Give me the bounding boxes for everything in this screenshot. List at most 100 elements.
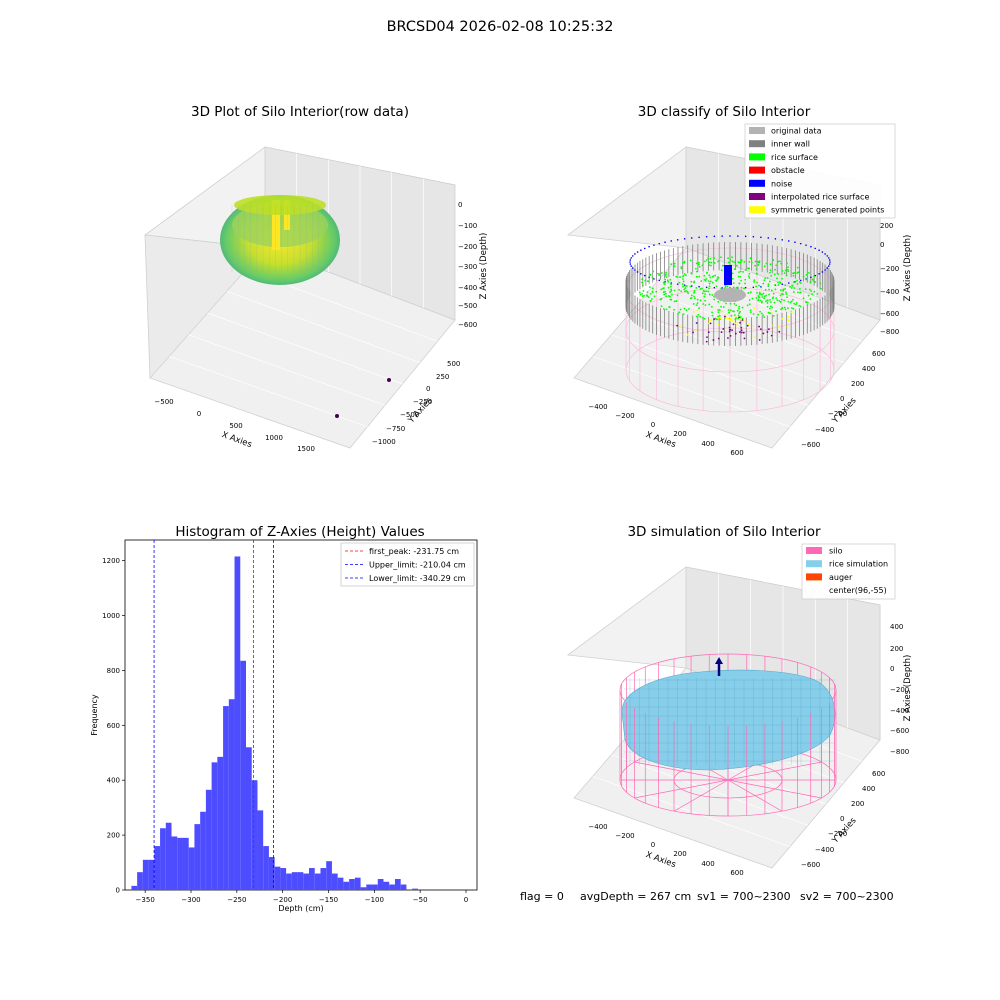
hist-bars bbox=[131, 556, 418, 890]
noise-point bbox=[705, 286, 708, 289]
rice-surface-point bbox=[762, 314, 764, 317]
hist-yticks: 0 200 400 600 800 1000 1200 bbox=[102, 557, 125, 895]
rice-surface-point bbox=[697, 263, 700, 266]
z-tick-label: 0 bbox=[458, 201, 462, 209]
rice-surface-point bbox=[802, 275, 805, 278]
interpolated-point bbox=[712, 339, 715, 341]
rice-surface-point bbox=[811, 278, 814, 281]
symmetric-point bbox=[753, 307, 756, 310]
rice-surface-point bbox=[752, 313, 755, 315]
rice-surface-point bbox=[722, 306, 725, 308]
rice-surface-point bbox=[664, 290, 666, 293]
interpolated-point bbox=[707, 331, 710, 334]
rice-surface-point bbox=[777, 273, 780, 275]
hist-bar bbox=[246, 747, 252, 890]
noise-point bbox=[827, 257, 830, 259]
rice-surface-point bbox=[779, 281, 781, 284]
rice-surface-point bbox=[736, 309, 739, 312]
rice-surface-point bbox=[657, 272, 659, 275]
symmetric-point bbox=[736, 324, 738, 327]
rice-surface-point bbox=[771, 297, 774, 300]
rice-surface-point bbox=[651, 276, 654, 279]
legend-label: rice simulation bbox=[829, 560, 888, 569]
rice-surface-point bbox=[786, 262, 788, 265]
rice-surface-point bbox=[681, 262, 684, 264]
y-tick-label: −250 bbox=[413, 398, 432, 406]
rice-surface-point bbox=[679, 308, 682, 311]
hist-bar bbox=[240, 660, 246, 890]
rice-surface-point bbox=[809, 281, 812, 283]
symmetric-point bbox=[747, 323, 750, 326]
interpolated-point bbox=[766, 331, 769, 333]
symmetric-point bbox=[707, 322, 710, 325]
raw-title: 3D Plot of Silo Interior(row data) bbox=[191, 104, 409, 120]
hist-bar bbox=[211, 762, 218, 890]
rice-surface-point bbox=[784, 284, 787, 287]
noise-point bbox=[670, 240, 673, 242]
hist-bar bbox=[223, 706, 229, 890]
symmetric-point bbox=[726, 313, 729, 315]
rice-surface-point bbox=[649, 273, 651, 276]
rice-surface-point bbox=[673, 289, 676, 292]
rice-surface-point bbox=[750, 261, 753, 264]
rice-surface-point bbox=[789, 285, 791, 288]
rice-surface-point bbox=[787, 270, 790, 273]
rice-surface-point bbox=[799, 291, 802, 294]
x-tick-label: 600 bbox=[730, 449, 743, 457]
rice-surface-point bbox=[683, 307, 686, 310]
rice-surface-point bbox=[718, 309, 721, 311]
panel-classify-3d: 3D classify of Silo Interior −400 −200 0 20… bbox=[566, 104, 913, 457]
y-tick-label: −400 bbox=[815, 846, 834, 854]
rice-surface-point bbox=[683, 273, 686, 275]
rice-surface-point bbox=[710, 305, 713, 308]
rice-surface-point bbox=[724, 286, 727, 288]
rice-surface-point bbox=[763, 265, 766, 268]
rice-surface-point bbox=[734, 318, 737, 321]
rice-surface-point bbox=[813, 275, 815, 278]
z-tick-label: 200 bbox=[880, 222, 893, 230]
rice-surface-point bbox=[738, 271, 740, 274]
rice-surface-point bbox=[758, 284, 760, 287]
rice-surface-point bbox=[744, 282, 746, 285]
rice-surface-point bbox=[644, 279, 647, 282]
noise-point bbox=[634, 253, 636, 255]
hist-bar bbox=[274, 866, 281, 890]
gridline bbox=[188, 334, 386, 406]
x-tick-label: −400 bbox=[588, 403, 607, 411]
rice-surface-point bbox=[655, 290, 658, 293]
noise-point bbox=[658, 279, 661, 282]
rice-surface-point bbox=[682, 275, 684, 278]
interpolated-point bbox=[742, 331, 745, 334]
rice-surface-point bbox=[725, 302, 727, 305]
rice-surface-point bbox=[761, 300, 763, 303]
rice-surface-point bbox=[698, 261, 700, 264]
y-tick-label: −750 bbox=[386, 425, 405, 433]
interpolated-point bbox=[717, 337, 720, 340]
rice-surface-point bbox=[796, 266, 799, 269]
sim-auger-arrowhead bbox=[715, 657, 723, 664]
noise-point bbox=[653, 278, 655, 280]
rice-surface-point bbox=[757, 264, 760, 266]
symmetric-point bbox=[736, 321, 739, 324]
rice-surface-point bbox=[755, 268, 758, 271]
legend-label: Upper_limit: -210.04 cm bbox=[369, 561, 466, 570]
rice-surface-point bbox=[720, 256, 722, 259]
rice-surface-point bbox=[737, 314, 740, 317]
rice-surface-point bbox=[680, 266, 683, 268]
y-tick-label: 600 bbox=[872, 770, 885, 778]
rice-surface-point bbox=[711, 281, 714, 284]
rice-surface-point bbox=[768, 280, 771, 283]
hist-bar bbox=[400, 884, 407, 890]
rice-surface-point bbox=[711, 314, 714, 317]
noise-point bbox=[631, 255, 634, 257]
interpolated-point bbox=[758, 325, 761, 328]
gridline bbox=[629, 312, 827, 385]
rice-surface-point bbox=[695, 275, 698, 278]
rice-surface-point bbox=[774, 268, 776, 271]
rice-surface-point bbox=[688, 308, 690, 310]
hist-bar bbox=[205, 789, 212, 890]
rice-surface-point bbox=[799, 305, 802, 308]
rice-surface-point bbox=[695, 262, 698, 265]
hist-title: Histogram of Z-Axies (Height) Values bbox=[175, 524, 424, 540]
z-tick-label: −400 bbox=[880, 288, 899, 296]
